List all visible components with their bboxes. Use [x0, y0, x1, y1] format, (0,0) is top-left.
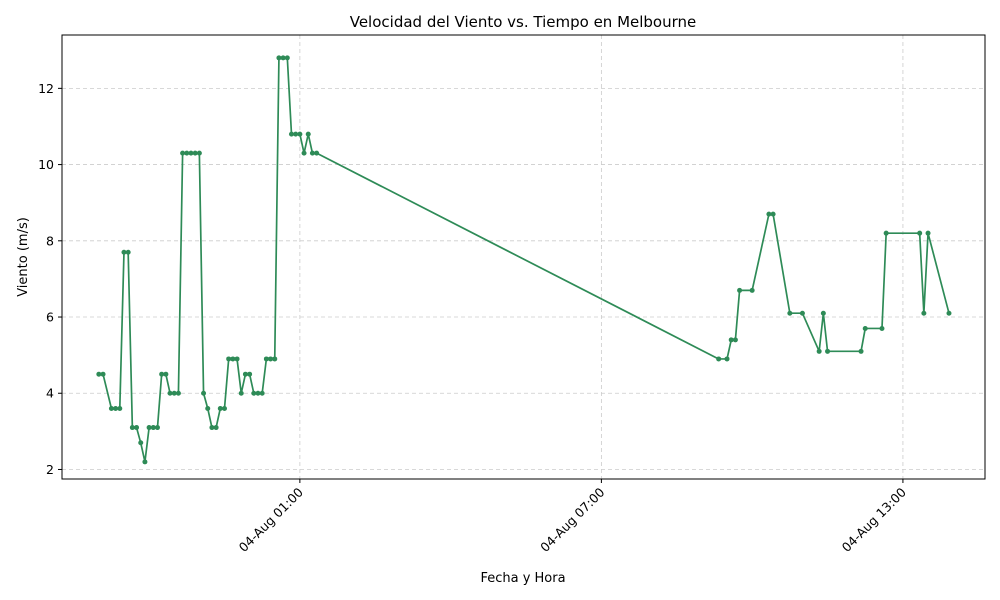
data-point [766, 211, 772, 217]
data-point [268, 356, 274, 362]
data-point [284, 55, 290, 61]
y-tick-label: 6 [46, 310, 54, 325]
data-point [142, 459, 148, 465]
data-point [251, 390, 257, 396]
data-point [242, 371, 248, 377]
data-point [259, 390, 265, 396]
data-point [732, 337, 738, 343]
data-point [314, 150, 320, 156]
data-point [146, 425, 152, 431]
data-point [226, 356, 232, 362]
chart-title: Velocidad del Viento vs. Tiempo en Melbo… [350, 13, 697, 31]
data-point [201, 390, 207, 396]
grid-lines [62, 35, 985, 479]
data-point [167, 390, 173, 396]
y-tick-label: 12 [38, 81, 54, 96]
data-point [221, 405, 227, 411]
data-point [297, 131, 303, 137]
y-tick-label: 4 [46, 386, 54, 401]
data-point [799, 310, 805, 316]
data-point [293, 131, 299, 137]
data-point [125, 249, 131, 255]
data-point [925, 230, 931, 236]
data-point [129, 425, 135, 431]
y-axis-ticks: 2 4 6 8 10 12 [38, 81, 62, 477]
data-point [171, 390, 177, 396]
data-point [217, 405, 223, 411]
data-point [263, 356, 269, 362]
data-point [230, 356, 236, 362]
data-point [138, 440, 144, 446]
data-point [163, 371, 169, 377]
data-point [820, 310, 826, 316]
data-point [921, 310, 927, 316]
data-point [787, 310, 793, 316]
data-point [917, 230, 923, 236]
data-point [108, 405, 114, 411]
data-point [209, 425, 215, 431]
data-point [288, 131, 294, 137]
data-point [862, 325, 868, 331]
data-point [946, 310, 952, 316]
data-point [301, 150, 307, 156]
data-point [234, 356, 240, 362]
data-point [205, 405, 211, 411]
x-axis-label: Fecha y Hora [480, 571, 565, 586]
data-point [276, 55, 282, 61]
data-point [309, 150, 315, 156]
data-point [816, 348, 822, 354]
data-point [121, 249, 127, 255]
data-point [154, 425, 160, 431]
data-point [213, 425, 219, 431]
data-point [305, 131, 311, 137]
plot-frame [61, 34, 986, 480]
data-point [825, 348, 831, 354]
data-point [883, 230, 889, 236]
y-tick-label: 8 [46, 233, 54, 248]
data-point [724, 356, 730, 362]
data-point [159, 371, 165, 377]
data-point [175, 390, 181, 396]
data-point [100, 371, 106, 377]
data-point [247, 371, 253, 377]
data-point [770, 211, 776, 217]
y-tick-label: 10 [38, 157, 54, 172]
data-point [238, 390, 244, 396]
data-point [272, 356, 278, 362]
data-point [749, 287, 755, 293]
data-point [192, 150, 198, 156]
data-point [255, 390, 261, 396]
data-points [96, 55, 952, 465]
data-point [134, 425, 140, 431]
data-point [96, 371, 102, 377]
y-tick-label: 2 [46, 462, 54, 477]
data-point [716, 356, 722, 362]
data-point [184, 150, 190, 156]
data-point [150, 425, 156, 431]
data-point [280, 55, 286, 61]
data-point [117, 405, 123, 411]
data-point [180, 150, 186, 156]
data-point [737, 287, 743, 293]
data-point [879, 325, 885, 331]
y-axis-label: Viento (m/s) [16, 217, 31, 297]
data-point [188, 150, 194, 156]
data-point [728, 337, 734, 343]
data-point [113, 405, 119, 411]
data-point [196, 150, 202, 156]
data-point [858, 348, 864, 354]
